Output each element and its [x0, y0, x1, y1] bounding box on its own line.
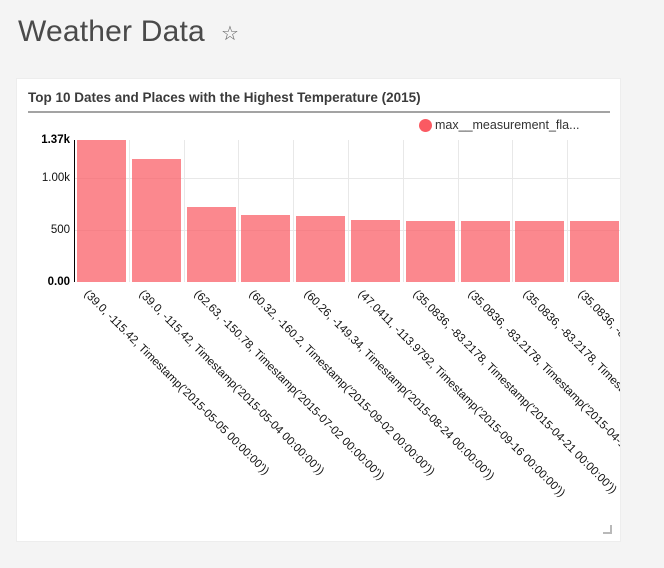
x-axis-tick-label: (62.63, -150.78, Timestamp('2015-07-02 0…	[191, 288, 387, 483]
v-gridline	[512, 140, 514, 282]
x-axis-tick-label: (35.0836, -83.2178, Timestamp('2015-04-2…	[410, 288, 619, 497]
resize-handle-icon[interactable]	[603, 525, 612, 534]
bar[interactable]	[570, 220, 620, 282]
x-axis-tick-label: (60.32, -160.2, Timestamp('2015-09-02 00…	[246, 288, 437, 479]
y-axis-tick-label: 1.00k	[41, 172, 70, 185]
favorite-star-icon[interactable]: ☆	[220, 22, 239, 45]
v-gridline	[457, 140, 459, 282]
y-axis-line	[74, 140, 75, 282]
bar[interactable]	[131, 158, 181, 282]
page-header: Weather Data ☆	[18, 10, 239, 54]
h-gridline	[74, 230, 620, 232]
x-axis-tick-label: (60.26, -149.34, Timestamp('2015-08-24 0…	[301, 288, 496, 483]
v-gridline	[238, 140, 240, 282]
x-axis-tick-label: (47.0411, -113.9792, Timestamp('2015-09-…	[355, 288, 568, 500]
bar[interactable]	[241, 215, 291, 282]
bar[interactable]	[296, 216, 346, 282]
v-gridline	[348, 140, 349, 282]
bar-chart-plot-area: 1.37k 1.00k 500 0.00 (39.0, -115.42, Timesta…	[17, 79, 620, 541]
y-axis-tick-label: 0.00	[47, 276, 70, 288]
x-axis-tick-label: (39.0, -115.42, Timestamp('2015-05-05 00…	[81, 288, 272, 478]
v-gridline	[293, 140, 295, 282]
bar[interactable]	[76, 140, 126, 282]
bar[interactable]	[405, 220, 455, 282]
v-gridline	[183, 140, 185, 282]
y-axis-tick-label: 1.37k	[41, 134, 70, 146]
legend-item[interactable]: max__measurement_fla...	[419, 118, 580, 132]
chart-title: Top 10 Dates and Places with the Highest…	[28, 90, 421, 105]
v-gridline	[402, 140, 404, 282]
h-gridline	[74, 178, 620, 180]
bar[interactable]	[460, 220, 510, 282]
v-gridline	[567, 140, 569, 282]
page-title: Weather Data	[18, 15, 205, 48]
v-gridline	[128, 140, 130, 282]
legend-color-dot-icon	[419, 118, 432, 132]
bar[interactable]	[350, 219, 400, 282]
bar[interactable]	[186, 206, 236, 282]
title-divider	[28, 111, 610, 113]
chart-card: Top 10 Dates and Places with the Highest…	[16, 78, 621, 542]
bar[interactable]	[515, 220, 565, 282]
y-axis-tick-label: 500	[50, 224, 70, 237]
legend-label: max__measurement_fla...	[435, 118, 580, 132]
x-axis-tick-label: (39.0, -115.42, Timestamp('2015-05-04 00…	[136, 288, 327, 478]
